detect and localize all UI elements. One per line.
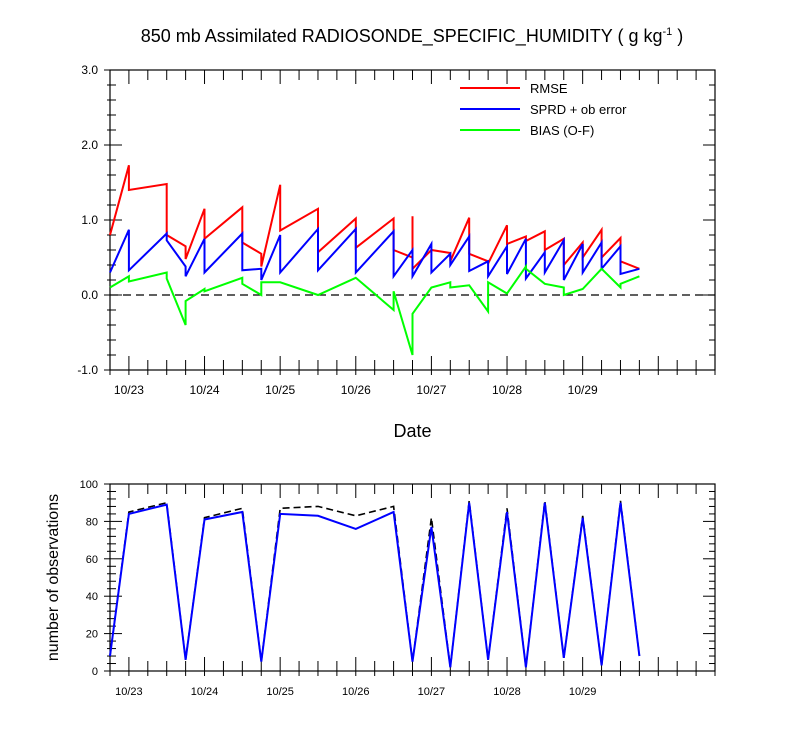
top-x-tick-label: 10/24 xyxy=(190,383,220,397)
chart-title-superscript: -1 xyxy=(663,26,673,38)
top-x-tick-label: 10/25 xyxy=(265,383,295,397)
top-y-tick-label: 0.0 xyxy=(81,288,98,302)
top-x-tick-label: 10/23 xyxy=(114,383,144,397)
bottom-x-tick-label: 10/26 xyxy=(342,686,370,698)
chart-title: 850 mb Assimilated RADIOSONDE_SPECIFIC_H… xyxy=(141,26,684,47)
bottom-x-tick-label: 10/29 xyxy=(569,686,597,698)
legend-label: RMSE xyxy=(530,81,568,96)
bottom-x-tick-label: 10/25 xyxy=(266,686,294,698)
top-y-tick-label: 1.0 xyxy=(81,213,98,227)
bottom-x-tick-label: 10/27 xyxy=(418,686,446,698)
bottom-y-tick-label: 100 xyxy=(80,479,98,491)
bottom-y-tick-label: 0 xyxy=(92,666,98,678)
top-y-tick-label: -1.0 xyxy=(77,363,98,377)
top-x-tick-label: 10/27 xyxy=(416,383,446,397)
bottom-x-tick-label: 10/23 xyxy=(115,686,143,698)
bottom-x-tick-label: 10/24 xyxy=(191,686,219,698)
top-x-axis-label: Date xyxy=(393,421,431,441)
top-series-bias-o-f xyxy=(109,263,640,356)
chart-title-end: ) xyxy=(672,26,683,46)
legend-label: SPRD + ob error xyxy=(530,102,627,117)
bottom-y-tick-label: 60 xyxy=(86,554,98,566)
top-y-tick-label: 2.0 xyxy=(81,138,98,152)
bottom-x-tick-label: 10/28 xyxy=(493,686,521,698)
top-x-tick-label: 10/28 xyxy=(492,383,522,397)
top-series-sprd-ob-error xyxy=(109,226,640,282)
chart-title-main: 850 mb Assimilated RADIOSONDE_SPECIFIC_H… xyxy=(141,26,663,47)
bottom-y-tick-label: 20 xyxy=(86,629,98,641)
bottom-plot-frame xyxy=(109,483,716,672)
bottom-y-axis-label: number of observations xyxy=(45,494,62,661)
bottom-y-tick-label: 80 xyxy=(86,516,98,528)
bottom-series-possible xyxy=(109,500,641,668)
top-y-tick-label: 3.0 xyxy=(81,63,98,77)
bottom-y-tick-label: 40 xyxy=(86,591,98,603)
legend-label: BIAS (O-F) xyxy=(530,123,594,138)
bottom-series-used xyxy=(109,502,641,668)
top-x-tick-label: 10/29 xyxy=(568,383,598,397)
top-x-tick-label: 10/26 xyxy=(341,383,371,397)
